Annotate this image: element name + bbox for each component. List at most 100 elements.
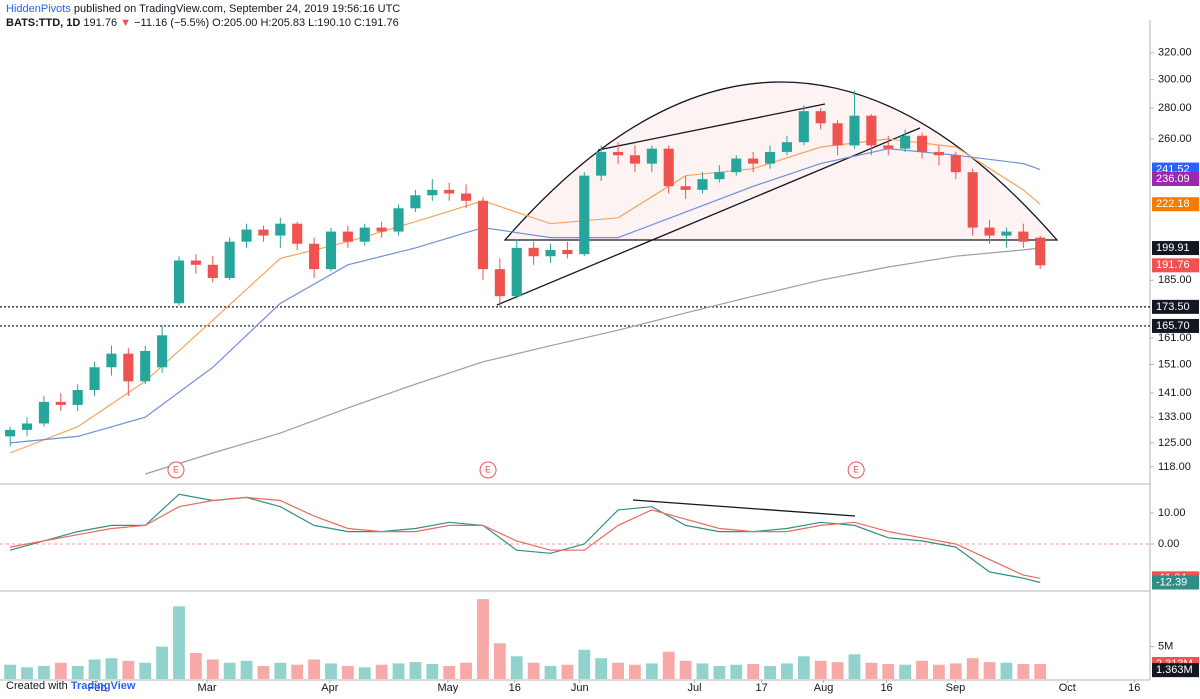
y-tick-label: 0.00 [1158, 538, 1179, 550]
candle-body [781, 142, 792, 152]
candle-body [157, 335, 168, 368]
volume-bar [37, 666, 50, 679]
header: HiddenPivots published on TradingView.co… [6, 2, 400, 30]
y-tick-label: 5M [1158, 640, 1173, 652]
brand[interactable]: TradingView [70, 680, 136, 692]
header-line-1: HiddenPivots published on TradingView.co… [6, 2, 400, 16]
volume-bar [730, 664, 743, 679]
volume-bar [88, 659, 101, 679]
candle-body [359, 227, 370, 242]
candle-body [798, 111, 809, 143]
price-label-box [1152, 197, 1199, 212]
drawings [496, 81, 1059, 517]
volume-bar [764, 666, 776, 679]
x-tick-label: 17 [755, 682, 767, 694]
candle-body [680, 186, 691, 190]
volume-bar [477, 599, 489, 679]
y-tick-label: 300.00 [1158, 73, 1192, 85]
y-tick-label: 10.00 [1158, 507, 1186, 519]
volume-bar [105, 658, 118, 679]
volume-bar [831, 662, 844, 679]
y-tick-label: 133.00 [1158, 411, 1192, 423]
candle-body [511, 247, 522, 297]
candle-body [866, 115, 877, 146]
x-tick-label: Jun [571, 682, 589, 694]
candle-body [444, 189, 455, 194]
candle-body [241, 229, 252, 242]
candle-body [140, 350, 151, 382]
price-label-box [1152, 299, 1199, 314]
candle-body [461, 193, 472, 201]
candle-body [950, 155, 961, 173]
candle-body [528, 247, 539, 257]
volume-bar [460, 662, 472, 679]
candle-body [106, 353, 117, 368]
volume-bar [1034, 663, 1047, 679]
volume-bar [173, 606, 185, 679]
x-tick-label: Oct [1059, 682, 1076, 694]
footer-text: Created with [6, 680, 68, 692]
candle-body [1018, 231, 1029, 242]
volume-bar [257, 666, 270, 679]
candle-body [5, 429, 16, 437]
x-tick-label: Jul [688, 682, 702, 694]
price-label-box [1152, 318, 1199, 333]
volume-bar [645, 663, 658, 679]
candle-body [596, 151, 607, 176]
volume-bar [797, 656, 810, 679]
candle-body [38, 401, 49, 424]
volume-bar [781, 663, 793, 679]
candle-body [72, 390, 83, 405]
volume-bar [358, 667, 371, 679]
candle-body [309, 243, 320, 270]
volume-bar [375, 664, 388, 679]
earnings-label: E [485, 464, 491, 474]
macd-line [9, 493, 1041, 584]
volume-bar [578, 649, 591, 679]
volume-bar [4, 664, 17, 679]
candle-body [173, 260, 185, 304]
candle-body [55, 401, 66, 405]
published: published on TradingView.com, September … [73, 3, 401, 15]
candle-body [612, 151, 624, 156]
candle-body [933, 151, 944, 156]
candle-body [748, 158, 759, 164]
candle-body [342, 231, 353, 242]
volume-bar [544, 666, 557, 679]
candle-body [967, 172, 978, 228]
earnings-label: E [853, 464, 859, 474]
header-line-2: BATS:TTD, 1D 191.76 ▼ −11.16 (−5.5%) O:2… [6, 16, 400, 30]
price-label-box [1152, 575, 1199, 590]
y-tick-label: 185.00 [1158, 274, 1192, 286]
volume-bar [899, 664, 912, 679]
price-label-box [1152, 663, 1199, 678]
candle-body [849, 115, 860, 146]
volume-bar [696, 663, 709, 679]
price-label-box [1152, 258, 1199, 273]
price-label: 236.09 [1156, 173, 1190, 185]
volume-bar [156, 646, 169, 679]
volume-bar [1017, 664, 1030, 679]
moving-average [9, 138, 1041, 454]
volume-bar [527, 662, 540, 679]
candle-body [832, 123, 843, 146]
volume-bar [966, 658, 979, 679]
candle-body [258, 229, 269, 236]
ohlc: O:205.00 H:205.83 L:190.10 C:191.76 [212, 17, 399, 29]
earnings-label: E [173, 464, 179, 474]
volume-bar [189, 653, 202, 679]
volume-bar [21, 667, 33, 679]
volume-bar [223, 662, 236, 679]
candle-body [900, 135, 911, 149]
volume-bar [1000, 662, 1013, 679]
y-tick-label: 280.00 [1158, 102, 1192, 114]
volume-bar [325, 663, 337, 679]
price-label: 173.50 [1156, 301, 1190, 313]
candle-body [1001, 231, 1012, 236]
y-tick-label: 125.00 [1158, 437, 1192, 449]
candle-body [393, 208, 404, 232]
candle-body [207, 264, 218, 278]
volume-bar [341, 666, 354, 679]
candle-body [916, 135, 928, 152]
author[interactable]: HiddenPivots [6, 3, 71, 15]
